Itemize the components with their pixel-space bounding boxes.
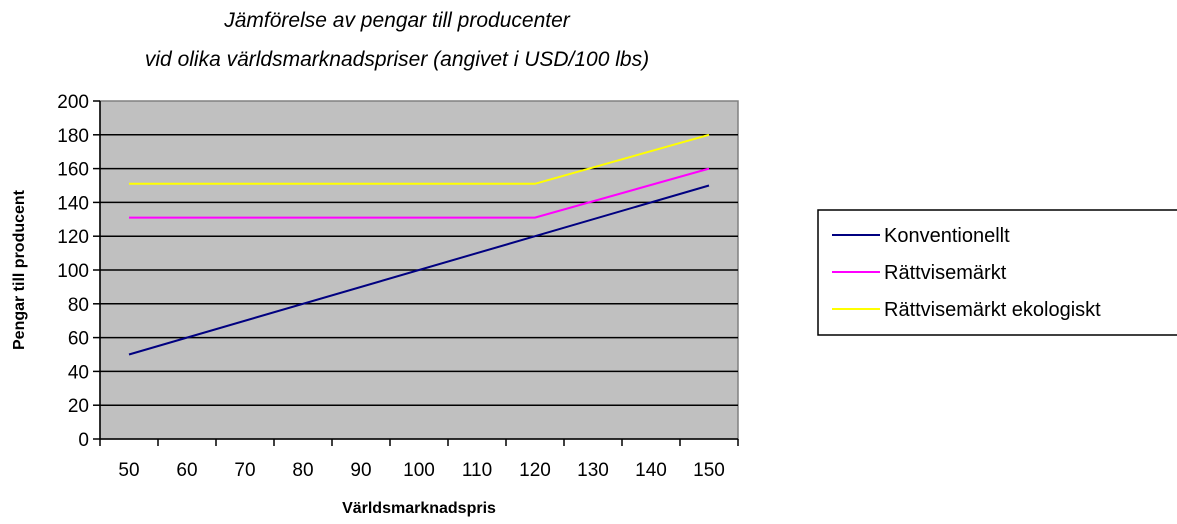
legend-label: Konventionellt [884, 225, 1010, 247]
chart-title: Jämförelse av pengar till producenter [223, 9, 571, 32]
y-tick-label: 80 [68, 295, 89, 316]
x-axis-title: Världsmarknadspris [342, 500, 496, 517]
x-tick-label: 60 [176, 460, 197, 481]
y-tick-label: 180 [57, 126, 89, 147]
y-tick-label: 40 [68, 362, 89, 383]
series-line [128, 184, 710, 356]
y-axis-title: Pengar till producent [11, 189, 28, 350]
y-tick-label: 160 [57, 160, 89, 181]
y-tick-label: 60 [68, 329, 89, 350]
x-tick-label: 80 [292, 460, 313, 481]
y-tick-label: 20 [68, 396, 89, 417]
y-tick-labels: 0 20 40 60 80 100 120 140 160 180 200 [57, 92, 89, 451]
x-tick-label: 100 [403, 460, 435, 481]
gridlines [100, 134, 738, 406]
legend-items: Konventionellt Rättvisemärkt Rättvisemärkt… [832, 225, 1101, 321]
series-line [129, 133, 710, 185]
series-line [129, 167, 710, 219]
series-lines [128, 133, 710, 356]
y-tick-label: 100 [57, 261, 89, 282]
x-tick-label: 110 [462, 460, 492, 481]
y-tick-label: 0 [78, 430, 89, 451]
x-tick-label: 120 [519, 460, 551, 481]
axes [93, 100, 739, 446]
x-tick-label: 90 [350, 460, 371, 481]
legend: Konventionellt Rättvisemärkt Rättvisemärkt… [817, 209, 1177, 336]
legend-label: Rättvisemärkt [884, 262, 1007, 284]
x-tick-label: 50 [118, 460, 139, 481]
chart-subtitle: vid olika världsmarknadspriser (angivet … [145, 48, 649, 71]
x-tick-label: 150 [693, 460, 725, 481]
x-tick-labels: 50 60 70 80 90 100 110 120 130 140 150 [118, 460, 724, 481]
y-tick-label: 120 [57, 227, 89, 248]
x-tick-label: 140 [635, 460, 667, 481]
x-tick-label: 130 [577, 460, 609, 481]
legend-label: Rättvisemärkt ekologiskt [884, 299, 1101, 321]
x-tick-label: 70 [234, 460, 255, 481]
y-tick-label: 200 [57, 92, 89, 113]
y-tick-label: 140 [57, 193, 89, 214]
